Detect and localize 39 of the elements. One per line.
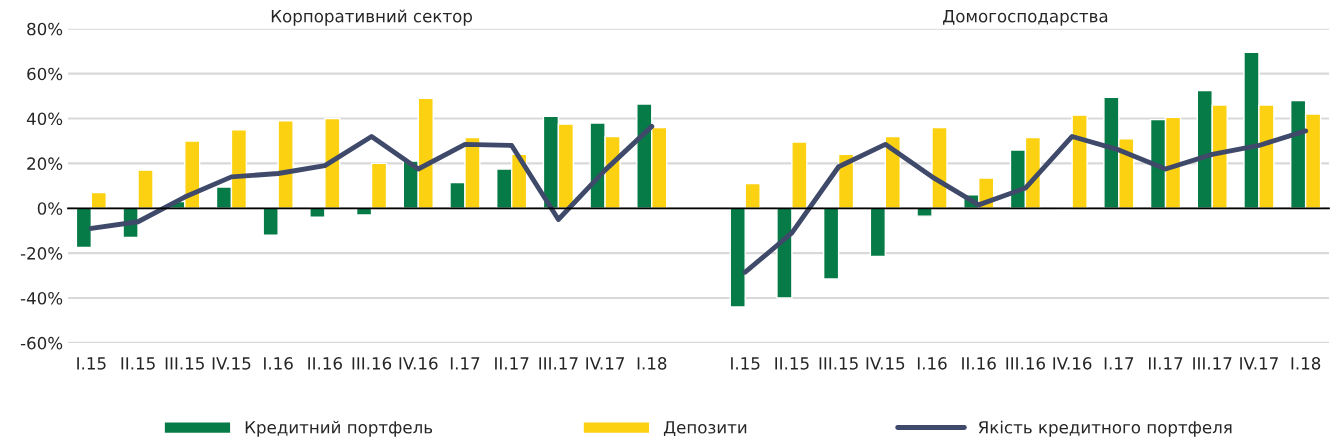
legend-label: Кредитний портфель [245, 420, 433, 437]
x-tick-label: III.16 [1006, 357, 1045, 370]
text: Корпоративний сектор [271, 9, 472, 26]
x-tick-label: I.18 [1291, 357, 1321, 370]
y-tick-label: 0% [37, 202, 63, 215]
x-tick-label: II.15 [775, 357, 809, 370]
x-tick-label: II.17 [1149, 357, 1183, 370]
x-tick-label: III.17 [539, 357, 578, 370]
x-tick-label: I.15 [731, 357, 760, 370]
x-tick-label: II.16 [308, 357, 342, 370]
y-tick-label: 80% [27, 22, 63, 36]
x-tick-label: II.17 [495, 357, 529, 370]
x-tick-label: IV.15 [866, 357, 905, 370]
y-tick-label: 60% [27, 67, 63, 81]
x-tick-label: II.15 [121, 357, 155, 370]
y-tick-label: 20% [27, 157, 63, 170]
y-tick-label: -60% [20, 336, 63, 350]
x-tick-label: IV.16 [1053, 357, 1092, 370]
x-tick-label: I.17 [450, 357, 480, 370]
x-tick-label: III.16 [352, 357, 392, 370]
legend-label: Якість кредитного портфеля [978, 420, 1232, 437]
x-tick-label: IV.17 [1240, 357, 1278, 370]
x-tick-label: I.15 [77, 357, 106, 370]
x-tick-label: II.16 [962, 357, 996, 370]
x-tick-label: IV.17 [586, 357, 624, 370]
x-tick-label: III.17 [1193, 357, 1232, 370]
x-tick-label: I.16 [264, 357, 293, 370]
y-tick-label: -20% [20, 247, 63, 260]
x-tick-label: IV.15 [212, 357, 251, 370]
x-tick-label: III.15 [819, 357, 858, 370]
x-tick-label: I.17 [1104, 357, 1134, 370]
x-tick-label: I.16 [917, 357, 947, 370]
legend-label: Депозити [663, 421, 747, 436]
x-tick-label: I.18 [637, 357, 667, 370]
x-tick-label: IV.16 [399, 357, 438, 370]
text: Домогосподарства [943, 10, 1108, 26]
y-tick-label: -40% [20, 291, 63, 305]
y-tick-label: 40% [26, 112, 63, 126]
x-tick-label: III.15 [165, 357, 204, 370]
